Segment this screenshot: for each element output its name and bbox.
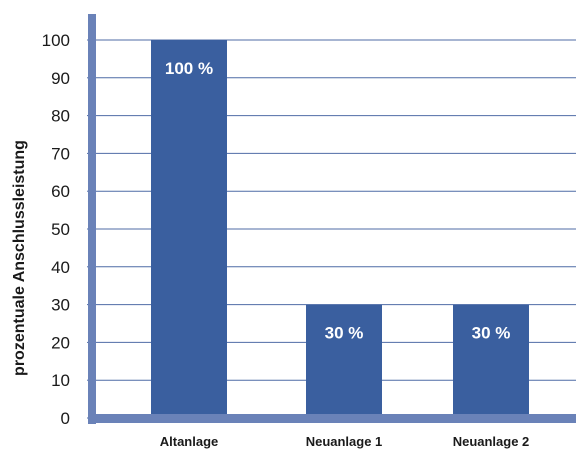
bar-data-label: 30 %: [325, 324, 364, 343]
x-category-label: Neuanlage 1: [306, 434, 383, 449]
x-category-label: Neuanlage 2: [453, 434, 530, 449]
y-tick-labels: 0 10 20 30 40 50 60 70 80 90 100: [42, 31, 70, 428]
bar-1: [151, 40, 227, 418]
y-tick-label: 80: [51, 107, 70, 126]
y-tick-label: 20: [51, 333, 70, 352]
y-tick-label: 90: [51, 69, 70, 88]
bar-data-label: 30 %: [472, 324, 511, 343]
y-tick-label: 50: [51, 220, 70, 239]
x-axis-line: [88, 414, 576, 423]
y-tick-label: 60: [51, 182, 70, 201]
bar-data-label: 100 %: [165, 59, 213, 78]
y-axis-line: [88, 14, 96, 424]
axes: [88, 14, 576, 424]
bar-2: [306, 304, 382, 418]
x-category-labels: Altanlage Neuanlage 1 Neuanlage 2: [160, 434, 530, 449]
bars: 100 % 30 % 30 %: [151, 40, 529, 418]
x-category-label: Altanlage: [160, 434, 219, 449]
y-tick-label: 40: [51, 258, 70, 277]
y-tick-label: 30: [51, 296, 70, 315]
y-tick-label: 70: [51, 144, 70, 163]
y-axis-label: prozentuale Anschlussleistung: [11, 140, 28, 376]
y-tick-label: 0: [61, 409, 70, 428]
y-tick-label: 10: [51, 371, 70, 390]
y-tick-label: 100: [42, 31, 70, 50]
bar-3: [453, 304, 529, 418]
